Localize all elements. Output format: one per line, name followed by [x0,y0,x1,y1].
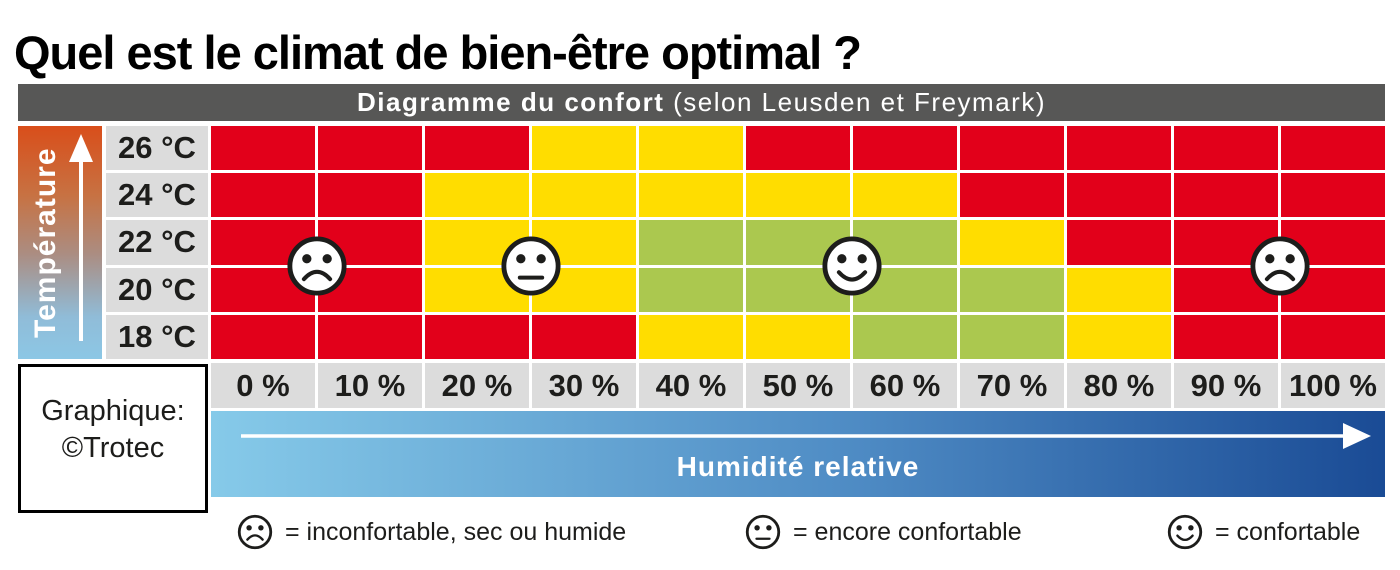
humidity-label: 10 % [318,363,422,408]
grid-cell [1174,314,1278,359]
grid-cell [532,173,636,218]
sad-face-icon [1249,236,1310,296]
grid-cell [1281,173,1385,218]
humidity-label: 90 % [1174,363,1278,408]
temperature-label: 18 °C [106,314,208,359]
grid-cell [639,314,743,359]
legend-item: = encore confortable [745,507,1022,557]
grid-cell [853,126,957,171]
grid-cell [960,220,1064,265]
grid-cell [960,267,1064,312]
grid-cell [746,173,850,218]
credit-line2: ©Trotec [61,431,165,464]
humidity-axis-bar: Humidité relative [211,411,1385,497]
grid-cell [318,173,422,218]
legend-item: = inconfortable, sec ou humide [237,507,626,557]
grid-cell [960,173,1064,218]
humidity-axis-label: Humidité relative [676,451,920,482]
comfort-face-sad [1249,235,1311,297]
credit-line1: Graphique: [41,395,185,428]
comfort-face-happy [821,235,883,297]
chart-header-title: Diagramme du confort [357,87,665,117]
grid-cell [639,173,743,218]
credit-box: Graphique: ©Trotec [18,364,208,513]
chart-header-subtitle: (selon Leusden et Freymark) [664,87,1046,117]
humidity-label: 30 % [532,363,636,408]
grid-cell [639,126,743,171]
grid-cell [318,314,422,359]
comfort-face-sad [286,235,348,297]
chart-header: Diagramme du confort (selon Leusden et F… [18,84,1385,121]
humidity-label: 0 % [211,363,315,408]
happy-face-icon [1167,514,1203,550]
grid-cell [1067,173,1171,218]
grid-cell [1067,314,1171,359]
neutral-face-icon [745,514,781,550]
grid-cell [639,220,743,265]
grid-cell [960,126,1064,171]
grid-cell [1174,173,1278,218]
grid-cell [1281,314,1385,359]
grid-cell [853,173,957,218]
grid-cell [211,126,315,171]
grid-cell [532,314,636,359]
right-arrow-icon [241,423,1371,449]
grid-cell [425,173,529,218]
grid-cell [425,126,529,171]
grid-cell [211,173,315,218]
grid-cell [1067,126,1171,171]
grid-cell [746,126,850,171]
grid-cell [211,314,315,359]
grid-cell [1067,267,1171,312]
humidity-label: 20 % [425,363,529,408]
humidity-label: 100 % [1281,363,1385,408]
happy-face-icon [821,236,882,296]
legend-label: = confortable [1215,517,1361,546]
legend-item: = confortable [1167,507,1360,557]
grid-cell [639,267,743,312]
legend-label: = encore confortable [793,517,1022,546]
temperature-label: 20 °C [106,267,208,312]
humidity-labels: 0 % 10 % 20 % 30 % 40 % 50 % 60 % 70 % 80 % 90 % 1… [211,363,1385,408]
temperature-axis-bar: Température [18,126,102,359]
comfort-grid [211,126,1385,359]
temperature-labels: 26 °C 24 °C 22 °C 20 °C 18 °C [106,126,208,359]
grid-cell [1174,126,1278,171]
temperature-label: 24 °C [106,173,208,218]
humidity-label: 80 % [1067,363,1171,408]
temperature-label: 26 °C [106,126,208,171]
temperature-label: 22 °C [106,220,208,265]
sad-face-icon [237,514,273,550]
sad-face-icon [286,236,347,296]
grid-cell [853,314,957,359]
humidity-label: 40 % [639,363,743,408]
grid-cell [318,126,422,171]
humidity-label: 70 % [960,363,1064,408]
temperature-axis-label: Température [29,147,62,338]
grid-cell [746,314,850,359]
humidity-label: 50 % [746,363,850,408]
grid-cell [960,314,1064,359]
humidity-label: 60 % [853,363,957,408]
comfort-face-neutral [500,235,562,297]
grid-cell [532,126,636,171]
grid-cell [1067,220,1171,265]
up-arrow-icon [69,134,93,341]
grid-cell [425,314,529,359]
page-title: Quel est le climat de bien-être optimal … [14,26,862,80]
grid-cell [1281,126,1385,171]
legend-label: = inconfortable, sec ou humide [285,517,627,546]
neutral-face-icon [500,236,561,296]
